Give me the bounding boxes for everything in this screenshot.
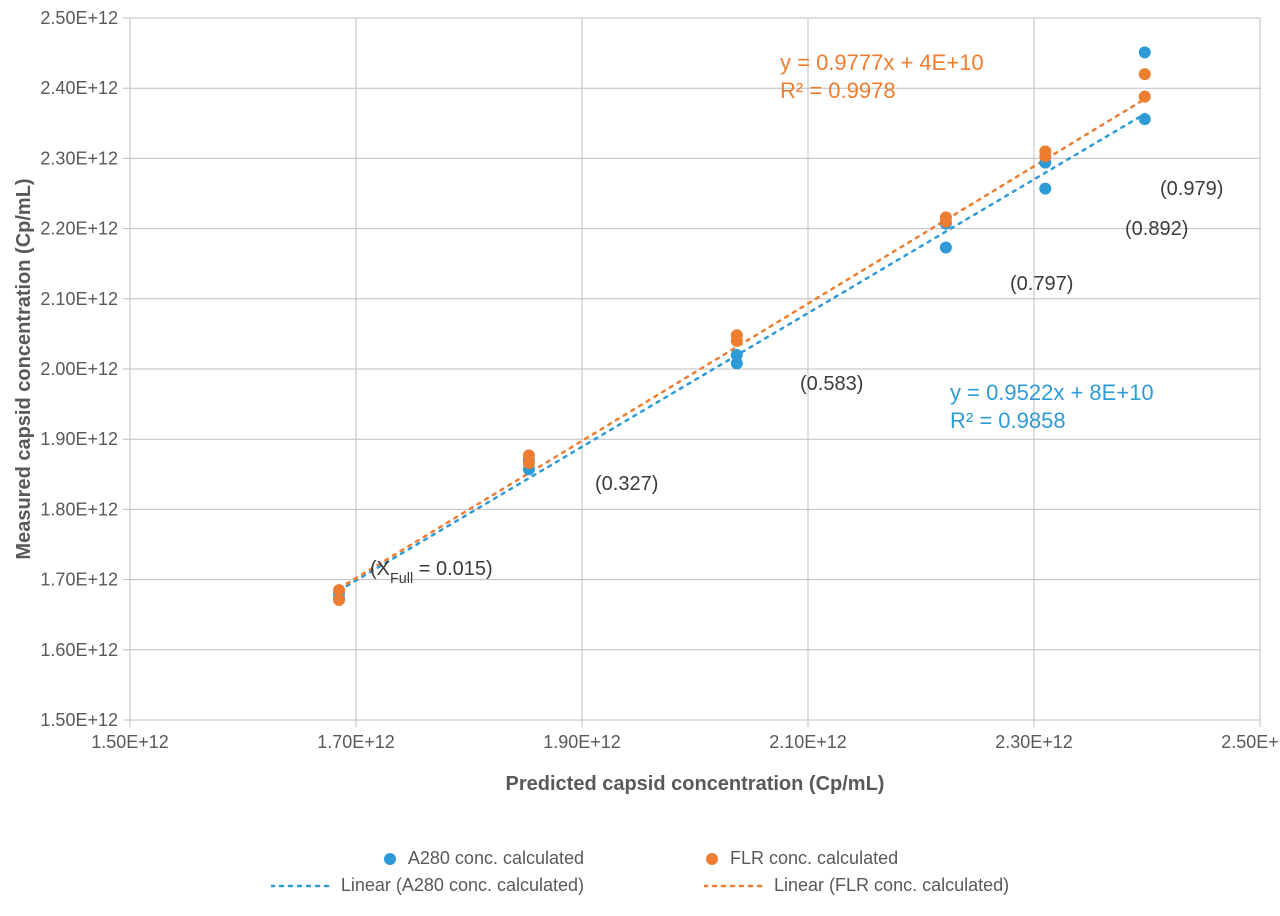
svg-text:(0.979): (0.979): [1160, 178, 1223, 200]
svg-text:y = 0.9522x + 8E+10: y = 0.9522x + 8E+10: [950, 380, 1154, 405]
svg-text:1.80E+12: 1.80E+12: [40, 499, 118, 519]
legend-row-1: A280 conc. calculated FLR conc. calculat…: [0, 848, 1280, 869]
svg-text:2.30E+12: 2.30E+12: [995, 732, 1073, 752]
legend-item-flr-marker: FLR conc. calculated: [704, 848, 898, 869]
chart-svg: 1.50E+12 1.70E+12 1.90E+12 2.10E+12 2.30E+12…: [0, 0, 1280, 916]
legend: A280 conc. calculated FLR conc. calculat…: [0, 842, 1280, 902]
legend-row-2: Linear (A280 conc. calculated) Linear (F…: [0, 875, 1280, 896]
svg-text:Predicted capsid concentration: Predicted capsid concentration (Cp/mL): [506, 773, 885, 795]
svg-text:2.00E+12: 2.00E+12: [40, 359, 118, 379]
legend-label: Linear (FLR conc. calculated): [774, 875, 1009, 896]
svg-text:1.60E+12: 1.60E+12: [40, 640, 118, 660]
svg-text:R² = 0.9858: R² = 0.9858: [950, 408, 1066, 433]
svg-text:2.50E+12: 2.50E+12: [1221, 732, 1280, 752]
svg-text:2.10E+12: 2.10E+12: [769, 732, 847, 752]
legend-label: Linear (A280 conc. calculated): [341, 875, 584, 896]
svg-text:R² = 0.9978: R² = 0.9978: [780, 78, 896, 103]
svg-text:1.50E+12: 1.50E+12: [40, 710, 118, 730]
svg-text:2.20E+12: 2.20E+12: [40, 219, 118, 239]
svg-text:Measured capsid concentration: Measured capsid concentration (Cp/mL): [13, 178, 35, 559]
svg-text:(XFull = 0.015): (XFull = 0.015): [370, 558, 493, 587]
svg-text:(0.583): (0.583): [800, 373, 863, 395]
svg-text:1.90E+12: 1.90E+12: [40, 429, 118, 449]
legend-label: A280 conc. calculated: [408, 848, 584, 869]
svg-text:1.90E+12: 1.90E+12: [543, 732, 621, 752]
legend-item-a280-line: Linear (A280 conc. calculated): [271, 875, 584, 896]
svg-text:2.40E+12: 2.40E+12: [40, 78, 118, 98]
svg-text:y = 0.9777x + 4E+10: y = 0.9777x + 4E+10: [780, 50, 984, 75]
legend-label: FLR conc. calculated: [730, 848, 898, 869]
legend-item-flr-line: Linear (FLR conc. calculated): [704, 875, 1009, 896]
svg-text:2.30E+12: 2.30E+12: [40, 148, 118, 168]
svg-text:1.70E+12: 1.70E+12: [317, 732, 395, 752]
svg-text:(0.797): (0.797): [1010, 273, 1073, 295]
svg-text:(0.327): (0.327): [595, 473, 658, 495]
svg-text:1.50E+12: 1.50E+12: [91, 732, 169, 752]
svg-text:2.50E+12: 2.50E+12: [40, 8, 118, 28]
svg-text:(0.892): (0.892): [1125, 218, 1188, 240]
capsid-scatter-chart: 1.50E+12 1.70E+12 1.90E+12 2.10E+12 2.30E+12…: [0, 0, 1280, 916]
legend-item-a280-marker: A280 conc. calculated: [382, 848, 584, 869]
svg-text:1.70E+12: 1.70E+12: [40, 570, 118, 590]
svg-text:2.10E+12: 2.10E+12: [40, 289, 118, 309]
